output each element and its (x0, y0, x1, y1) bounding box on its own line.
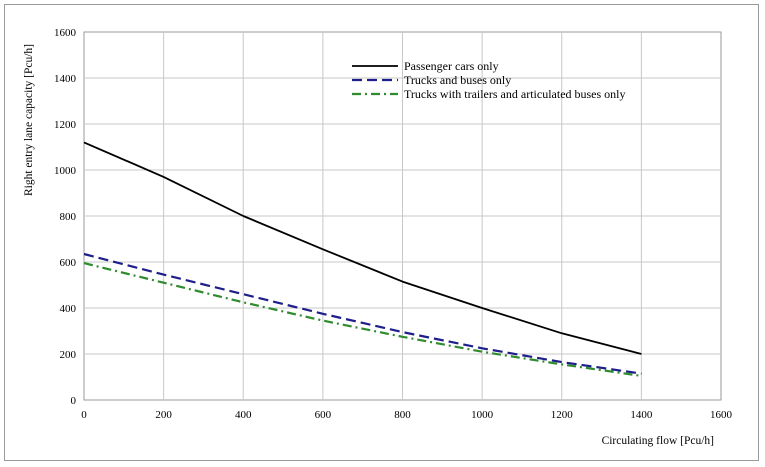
y-tick-label: 1000 (54, 165, 77, 177)
x-tick-label: 800 (394, 409, 411, 421)
x-tick-label: 1600 (710, 409, 733, 421)
x-tick-label: 1000 (471, 409, 494, 421)
legend-label-trucks-trailers: Trucks with trailers and articulated bus… (404, 87, 626, 101)
series-line-1 (83, 141, 642, 355)
y-tick-label: 1600 (54, 27, 77, 39)
x-axis-label: Circulating flow [Pcu/h] (602, 435, 714, 447)
x-tick-label: 1400 (630, 409, 653, 421)
y-axis-label: Right entry lane capacity [Pcu/h] (23, 44, 35, 196)
y-tick-label: 600 (60, 257, 77, 269)
x-tick-label: 0 (81, 409, 87, 421)
y-tick-label: 200 (60, 349, 77, 361)
y-tick-label: 1400 (54, 73, 77, 85)
series-line-3 (83, 262, 642, 377)
x-tick-label: 200 (155, 409, 172, 421)
y-tick-labels: 0 200 400 600 800 1000 1200 1400 1600 (54, 27, 77, 407)
legend-label-trucks-buses: Trucks and buses only (404, 73, 511, 87)
x-tick-labels: 0 200 400 600 800 1000 1200 1400 1600 (81, 409, 732, 421)
y-tick-label: 800 (60, 211, 77, 223)
y-tick-label: 1200 (54, 119, 77, 131)
x-tick-label: 600 (315, 409, 332, 421)
series-line-2 (83, 252, 642, 375)
y-tick-label: 400 (60, 303, 77, 315)
y-tick-label: 0 (71, 395, 77, 407)
legend-label-passenger-cars: Passenger cars only (404, 59, 499, 73)
x-tick-label: 1200 (551, 409, 574, 421)
legend: Passenger cars only Trucks and buses onl… (352, 59, 626, 101)
series-lines (83, 141, 642, 377)
x-tick-label: 400 (235, 409, 252, 421)
